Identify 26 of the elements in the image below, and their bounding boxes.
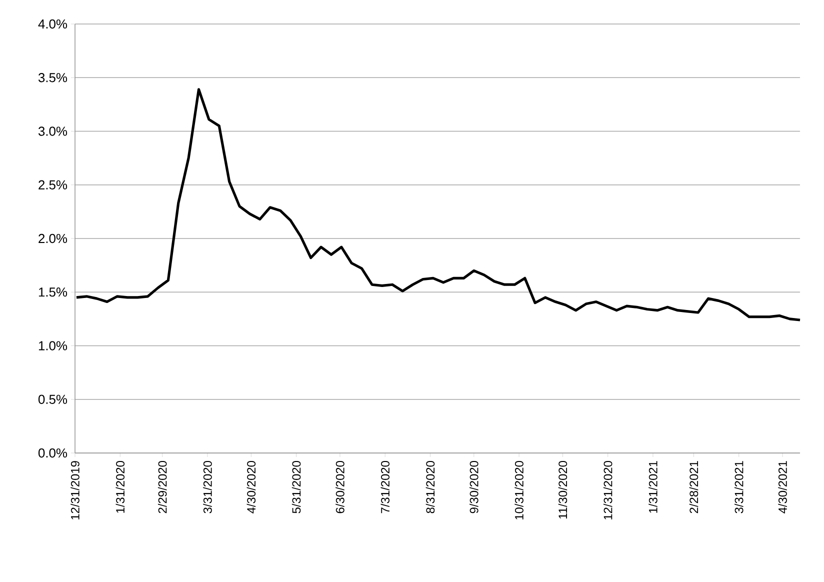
x-tick-label: 5/31/2020: [292, 460, 301, 514]
x-tick-label: 4/30/2020: [246, 460, 256, 514]
y-tick-label: 1.0%: [38, 341, 68, 350]
y-tick-label: 1.5%: [38, 288, 68, 297]
x-tick-label: 11/30/2020: [558, 460, 568, 519]
y-tick-label: 2.0%: [38, 234, 68, 244]
x-tick-label: 7/31/2020: [380, 460, 390, 514]
y-tick-label: 2.5%: [38, 180, 68, 190]
x-tick-label: 10/31/2020: [514, 460, 524, 520]
x-tick-label: 2/28/2021: [689, 461, 698, 514]
x-tick-label: 4/30/2021: [778, 461, 787, 514]
x-tick-label: 9/30/2020: [470, 460, 478, 514]
x-tick-label: 8/31/2020: [426, 460, 435, 514]
y-tick-label: 0.5%: [38, 394, 68, 404]
y-tick-label: 3.0%: [38, 126, 68, 136]
x-tick-label: 3/31/2020: [203, 460, 212, 514]
x-tick-label: 1/31/2021: [648, 461, 658, 513]
x-tick-label: 12/31/2019: [70, 461, 80, 520]
x-tick-label: 3/31/2021: [734, 461, 744, 514]
y-tick-label: 0.0%: [38, 448, 68, 458]
x-tick-label: 1/31/2020: [116, 460, 125, 513]
x-tick-label: 6/30/2020: [336, 460, 344, 514]
y-tick-label: 4.0%: [38, 19, 68, 29]
y-tick-label: 3.5%: [38, 73, 68, 82]
x-tick-label: 2/29/2020: [158, 460, 167, 514]
x-tick-label: 12/31/2020: [603, 460, 612, 520]
